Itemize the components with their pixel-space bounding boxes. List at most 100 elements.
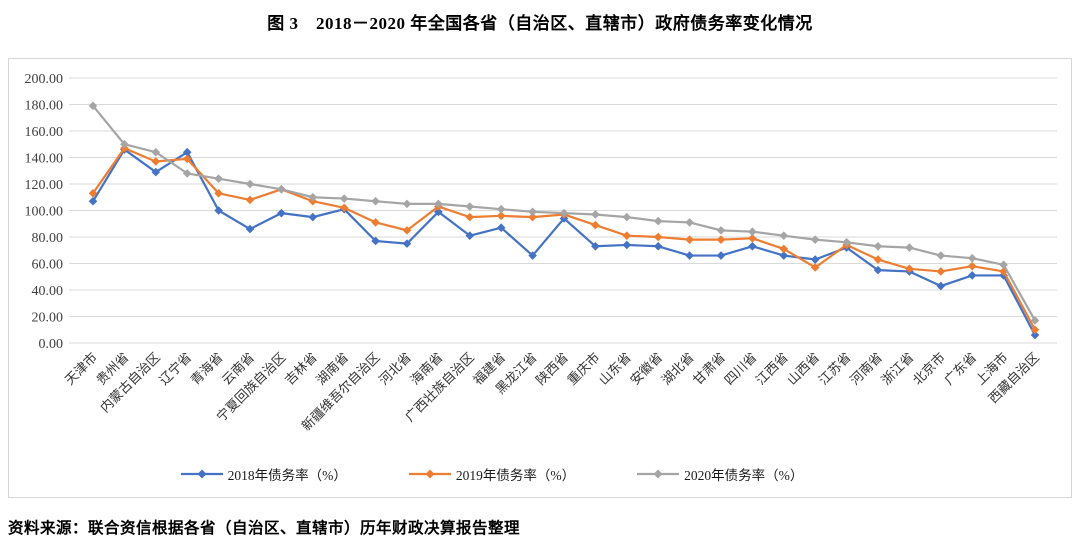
y-axis-label: 140.00: [25, 152, 64, 167]
data-point-marker: [810, 263, 820, 272]
data-point-marker: [339, 203, 349, 213]
y-axis-label: 120.00: [25, 178, 64, 193]
data-point-marker: [622, 212, 632, 222]
data-point-marker: [716, 226, 726, 235]
data-point-marker: [905, 264, 914, 274]
data-point-marker: [434, 207, 443, 217]
source-note: 资料来源：联合资信根据各省（自治区、直辖市）历年财政决算报告整理: [8, 520, 521, 537]
data-point-marker: [528, 207, 537, 217]
data-point-marker: [810, 235, 820, 244]
data-point-marker: [748, 227, 757, 236]
x-axis-label: 安徽省: [627, 350, 665, 388]
legend-item-0: 2018年债务率（%）: [180, 464, 347, 484]
data-point-marker: [214, 174, 223, 183]
data-point-marker: [245, 179, 255, 189]
x-axis-label: 辽宁省: [156, 350, 194, 388]
data-point-marker: [496, 204, 506, 214]
data-point-marker: [842, 238, 851, 247]
x-axis-label: 甘肃省: [690, 350, 728, 388]
y-axis-label: 60.00: [32, 258, 64, 273]
data-point-marker: [371, 196, 380, 206]
y-axis-label: 180.00: [25, 99, 64, 114]
data-point-marker: [371, 236, 380, 246]
data-point-marker: [748, 241, 757, 251]
y-axis-label: 200.00: [25, 72, 64, 87]
data-point-marker: [873, 241, 883, 251]
data-point-marker: [182, 154, 192, 164]
y-axis-label: 160.00: [25, 125, 64, 140]
chart-plot: 0.00 20.00 40.00 60.00 80.00 100.00 120.00 140.…: [25, 72, 1057, 434]
x-axis-label: 江苏省: [816, 350, 854, 388]
legend-marker-icon: [637, 469, 680, 479]
series-line-0: [92, 148, 1036, 336]
legend-marker-icon: [180, 469, 223, 479]
data-point-marker: [685, 218, 694, 227]
data-point-marker: [528, 212, 537, 222]
x-axis-label: 浙江省: [878, 350, 916, 388]
data-point-marker: [465, 202, 475, 211]
x-axis-label: 吉林省: [282, 350, 320, 388]
y-axis-label: 20.00: [32, 311, 64, 326]
x-axis-label: 河北省: [376, 350, 414, 388]
data-point-marker: [653, 232, 663, 242]
data-point-marker: [936, 267, 946, 276]
x-axis-label: 重庆市: [564, 350, 602, 388]
x-axis-label: 广东省: [941, 350, 979, 388]
data-point-marker: [716, 251, 726, 260]
data-point-marker: [120, 139, 129, 149]
data-point-marker: [1030, 330, 1040, 340]
data-point-marker: [622, 231, 632, 240]
data-point-marker: [308, 212, 318, 222]
legend-item-1: 2019年债务率（%）: [408, 464, 576, 484]
data-point-marker: [653, 241, 663, 251]
data-point-marker: [810, 255, 820, 264]
data-point-marker: [88, 101, 98, 111]
data-point-marker: [151, 147, 161, 157]
data-point-marker: [214, 206, 223, 215]
data-point-marker: [402, 239, 412, 248]
series-line-1: [92, 147, 1036, 331]
legend-item-2: 2020年债务率（%）: [637, 464, 803, 484]
data-point-marker: [339, 194, 349, 203]
x-axis-label: 陕西省: [533, 350, 571, 388]
data-point-marker: [465, 231, 475, 240]
y-axis-label: 40.00: [32, 284, 64, 299]
data-point-marker: [685, 251, 694, 260]
data-point-marker: [245, 224, 255, 234]
data-point-marker: [308, 192, 318, 202]
data-point-marker: [999, 260, 1008, 270]
x-axis-label: 湖北省: [659, 350, 697, 388]
data-point-marker: [1030, 325, 1040, 335]
y-axis-label: 0.00: [39, 337, 64, 352]
chart-legend: 2018年债务率（%） 2019年债务率（%） 2020年债务率（%）: [0, 464, 1023, 484]
data-point-marker: [88, 188, 98, 198]
data-point-marker: [434, 199, 443, 209]
x-axis-label: 河南省: [847, 350, 885, 388]
data-point-marker: [496, 223, 506, 233]
data-point-marker: [779, 244, 789, 254]
data-point-marker: [591, 241, 600, 251]
y-axis-label: 80.00: [32, 231, 64, 246]
data-point-marker: [967, 271, 977, 280]
x-axis-label: 青海省: [188, 350, 226, 388]
data-point-marker: [905, 243, 914, 252]
chart-title: 图 3 2018－2020 年全国各省（自治区、直辖市）政府债务率变化情况: [267, 14, 813, 33]
data-point-marker: [653, 216, 663, 226]
data-point-marker: [685, 235, 694, 244]
legend-label: 2018年债务率（%）: [227, 468, 347, 483]
data-point-marker: [402, 199, 412, 209]
chart-frame: 0.00 20.00 40.00 60.00 80.00 100.00 120.00 140.…: [8, 58, 1072, 498]
data-point-marker: [967, 261, 977, 271]
data-point-marker: [591, 220, 600, 230]
data-point-marker: [182, 147, 192, 157]
data-point-marker: [936, 281, 946, 291]
data-point-marker: [182, 169, 192, 178]
data-point-marker: [88, 196, 98, 206]
data-point-marker: [277, 208, 286, 218]
data-point-marker: [873, 265, 883, 275]
x-axis-label: 山西省: [784, 350, 822, 388]
legend-label: 2019年债务率（%）: [455, 468, 576, 483]
data-point-marker: [245, 195, 255, 205]
legend-marker-icon: [408, 469, 451, 479]
legend-label: 2020年债务率（%）: [684, 468, 804, 483]
